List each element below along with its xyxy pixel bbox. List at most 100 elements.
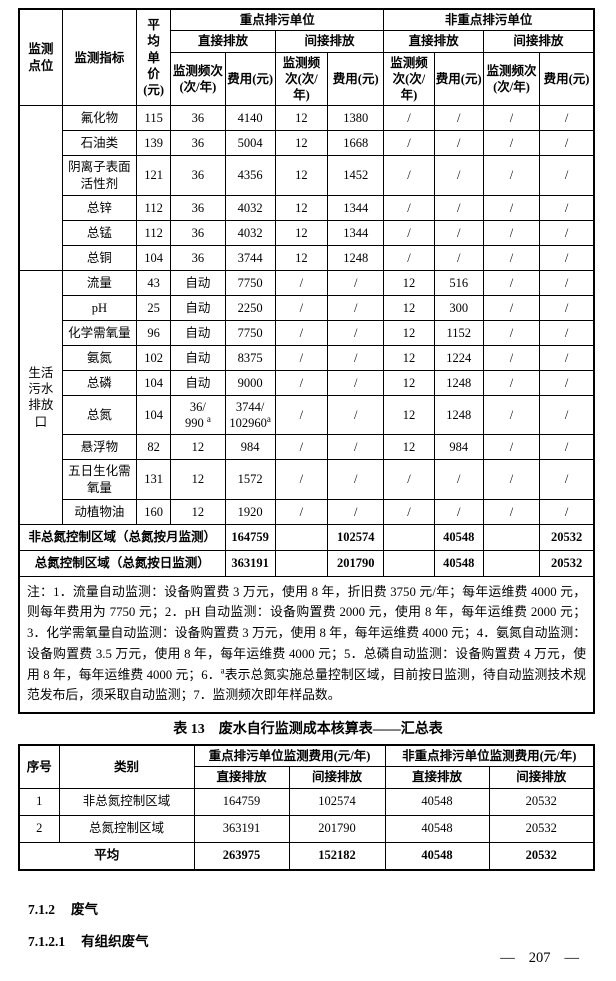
summary-table-13: 序号 类别 重点排污单位监测费用(元/年) 非重点排污单位监测费用(元/年) 直… — [18, 744, 595, 871]
value-cell: 5004 — [224, 130, 276, 157]
value-cell: / — [383, 194, 435, 221]
value-cell: 自动 — [170, 344, 226, 371]
value-cell: 1920 — [224, 498, 276, 525]
value-cell: / — [327, 434, 385, 461]
summary-label-cell: 非总氮控制区域（总氮按月监测） — [18, 523, 226, 551]
value-cell: 自动 — [170, 294, 226, 321]
value-cell: / — [539, 194, 595, 221]
summary-value-cell: 102574 — [327, 523, 385, 551]
value-cell: / — [433, 194, 484, 221]
avg-price-cell: 104 — [136, 244, 172, 271]
summary-label-cell: 总氮控制区域（总氮按日监测） — [18, 549, 226, 577]
section-title: 有组织废气 — [81, 934, 149, 949]
value-cell: 12 — [274, 219, 329, 246]
row-number-cell: 2 — [18, 814, 60, 843]
value-cell: / — [274, 498, 329, 525]
value-cell: / — [433, 105, 484, 132]
indicator-cell: 石油类 — [61, 130, 138, 157]
value-cell: / — [539, 394, 595, 436]
table-row: 总锰 112 36 4032 12 1344// / / — [19, 219, 595, 246]
avg-price-cell: 104 — [136, 369, 172, 396]
indicator-cell: 动植物油 — [61, 498, 138, 525]
indicator-cell: 五日生化需氧量 — [61, 459, 138, 500]
summary-value-cell: 40548 — [433, 549, 484, 577]
value-cell: 12 — [170, 434, 226, 461]
table-row: 五日生化需氧量 131 12 1572// / / / / — [19, 459, 595, 500]
summary-value-cell: 20532 — [539, 549, 595, 577]
value-cell: 102574 — [288, 787, 386, 816]
value-cell: / — [327, 394, 385, 436]
value-cell: / — [433, 244, 484, 271]
col-header-frequency: 监测频次(次/年) — [482, 51, 541, 107]
average-label-cell: 平均 — [18, 841, 195, 870]
value-cell: / — [482, 105, 541, 132]
col-header-nonkey-units: 非重点排污单位 — [383, 8, 595, 32]
col-header-indirect: 间接排放 — [288, 766, 386, 789]
value-cell: / — [383, 105, 435, 132]
row-number-cell: 1 — [18, 787, 60, 816]
value-cell: 12 — [383, 369, 435, 396]
value-cell: / — [274, 319, 329, 346]
indicator-cell: 化学需氧量 — [61, 319, 138, 346]
summary-row: 总氮控制区域（总氮按日监测） 363191 201790 40548 20532 — [18, 549, 595, 577]
indicator-cell: 总磷 — [61, 369, 138, 396]
indicator-cell: 总锌 — [61, 194, 138, 221]
value-cell: / — [327, 459, 385, 500]
avg-price-cell: 43 — [136, 269, 172, 296]
value-cell: 36 — [170, 219, 226, 246]
value-cell: 2250 — [224, 294, 276, 321]
value-cell: 984 — [433, 434, 484, 461]
indicator-cell: 总锰 — [61, 219, 138, 246]
value-cell: 984 — [224, 434, 276, 461]
value-cell: / — [482, 194, 541, 221]
summary-value-cell — [482, 523, 541, 551]
table-row: 悬浮物 82 12 984//12 984// — [19, 434, 595, 461]
col-header-direct: 直接排放 — [384, 766, 490, 789]
page-number-value: 207 — [528, 950, 551, 966]
value-cell: 9000 — [224, 369, 276, 396]
col-header-indirect: 间接排放 — [482, 30, 595, 53]
col-header-category: 类别 — [58, 744, 195, 789]
value-cell: / — [383, 498, 435, 525]
table-row: 动植物油 160 12 1920// / / / / — [19, 498, 595, 525]
value-cell: 自动 — [170, 369, 226, 396]
value-cell: / — [383, 459, 435, 500]
t13-header-row-groups: 序号 类别 重点排污单位监测费用(元/年) 非重点排污单位监测费用(元/年) — [18, 744, 595, 789]
table-row: 1 非总氮控制区域 164759 102574 40548 20532 — [18, 787, 595, 816]
t13-header-row-discharge: 直接排放 间接排放 直接排放 间接排放 — [19, 766, 595, 789]
value-cell: 12 — [383, 294, 435, 321]
col-header-indirect: 间接排放 — [274, 30, 385, 53]
value-cell: / — [539, 219, 595, 246]
value-cell: 12 — [170, 498, 226, 525]
value-cell: 516 — [433, 269, 484, 296]
col-header-monitoring-point: 监测 点位 — [18, 8, 63, 107]
value-cell: 1248 — [433, 394, 484, 436]
value-cell: / — [482, 369, 541, 396]
indicator-cell: 流量 — [61, 269, 138, 296]
value-cell: / — [327, 344, 385, 371]
value-cell: / — [274, 459, 329, 500]
section-heading-7-1-2-1: 7.1.2.1 有组织废气 — [28, 930, 149, 950]
value-cell: / — [433, 155, 484, 196]
table-row: 总氮 104 36/990 a 3744/102960a //12 1248// — [19, 394, 595, 436]
col-header-fee: 费用(元) — [433, 51, 484, 107]
summary-value-cell — [274, 523, 329, 551]
value-cell: 4032 — [224, 219, 276, 246]
value-cell: / — [482, 394, 541, 436]
indicator-cell: pH — [61, 294, 138, 321]
value-cell: / — [539, 155, 595, 196]
value-cell: 1224 — [433, 344, 484, 371]
table-row: pH 25 自动 2250//12 300// — [19, 294, 595, 321]
col-header-key-fee: 重点排污单位监测费用(元/年) — [193, 744, 386, 768]
value-cell: / — [482, 155, 541, 196]
avg-price-cell: 131 — [136, 459, 172, 500]
col-header-frequency: 监测频次(次/年) — [383, 51, 435, 107]
value-cell: / — [383, 130, 435, 157]
average-value-cell: 152182 — [288, 841, 386, 870]
avg-price-cell: 104 — [136, 394, 172, 436]
table-row: 氟化物 115 36 4140 12 1380// / / — [18, 105, 595, 271]
monitoring-point-cell — [18, 105, 63, 271]
col-header-fee: 费用(元) — [327, 51, 385, 107]
value-cell: 12 — [383, 319, 435, 346]
value-cell: / — [327, 294, 385, 321]
